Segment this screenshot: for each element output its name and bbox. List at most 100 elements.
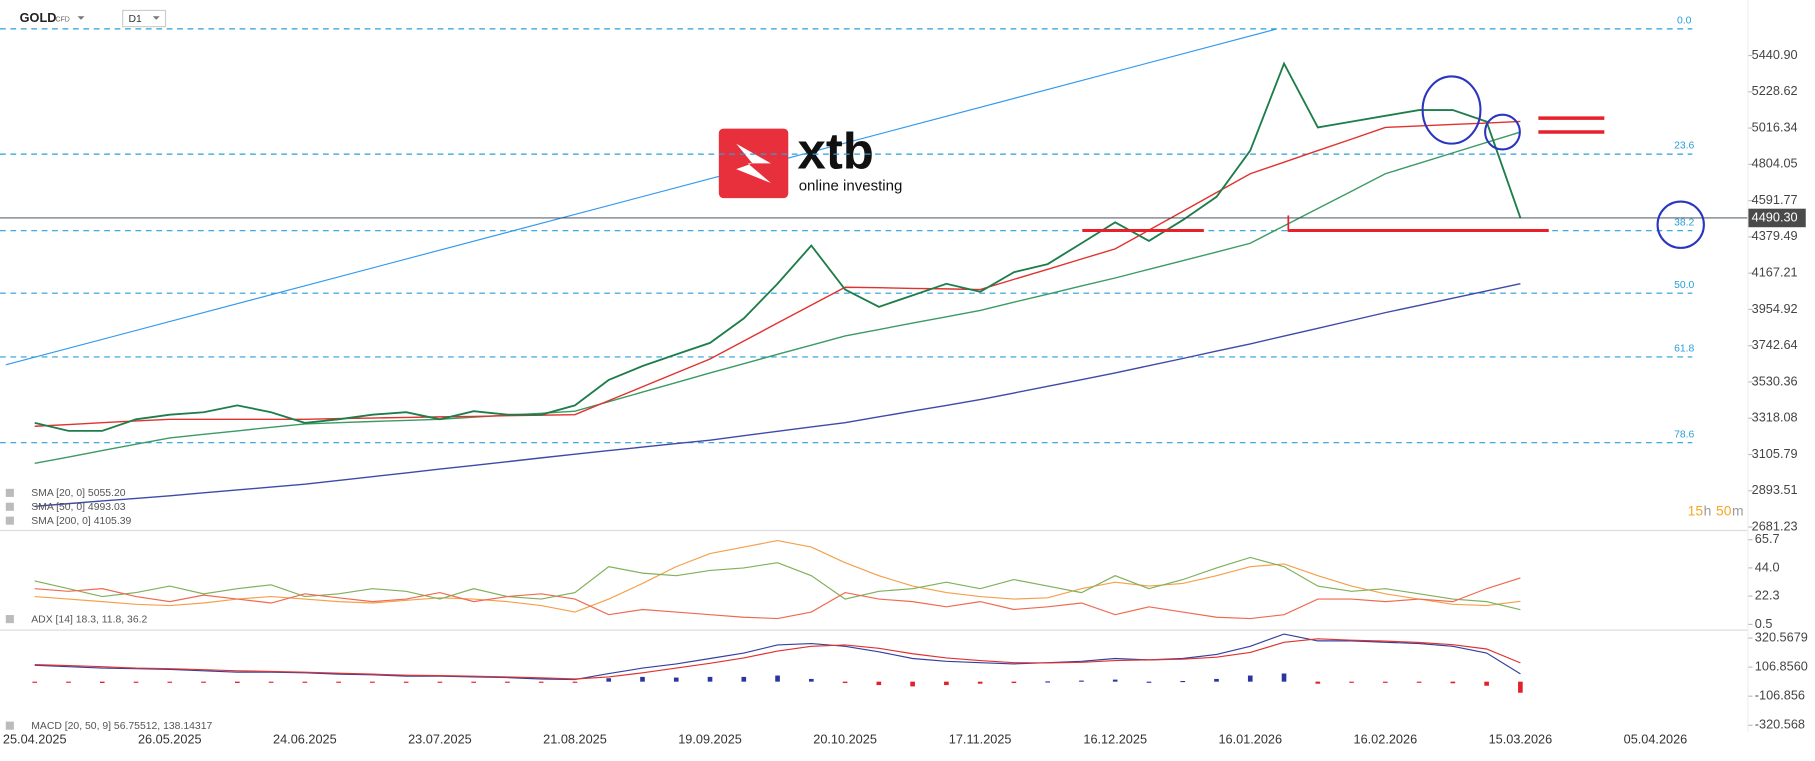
legend-icon [5, 516, 14, 525]
y-tick-label: 4804.05 [1752, 156, 1798, 171]
logo-x [736, 143, 771, 184]
price-line [34, 61, 1522, 432]
x-tick-label: 16.12.2025 [1083, 732, 1147, 747]
timeframe[interactable]: D1 [128, 14, 142, 25]
countdown-part: 50 [1716, 503, 1732, 519]
x-tick-label: 25.04.2025 [3, 732, 67, 747]
macd-histogram-bar [302, 681, 308, 683]
macd-histogram-bar [1180, 680, 1186, 683]
macd-histogram-bar [1484, 681, 1489, 686]
macd-histogram-bar [1079, 680, 1084, 682]
x-tick-label: 26.05.2025 [138, 732, 202, 747]
macd-histogram-bar [1146, 681, 1152, 683]
y-tick-label: 4167.21 [1752, 265, 1798, 280]
macd-histogram-bar [572, 681, 578, 683]
macd-histogram-bar [775, 675, 780, 682]
y-tick-label: 5440.90 [1752, 47, 1798, 62]
y-tick-label: 65.7 [1755, 531, 1780, 546]
macd-histogram-bar [99, 681, 105, 684]
x-tick-label: 16.01.2026 [1218, 732, 1282, 747]
countdown-part: m [1732, 503, 1744, 519]
x-tick-label: 05.04.2026 [1624, 732, 1688, 747]
x-tick-label: 23.07.2025 [408, 732, 472, 747]
countdown-part: h [1704, 503, 1712, 519]
macd-histogram-bar [977, 681, 983, 684]
x-tick-label: 17.11.2025 [949, 732, 1012, 747]
legend-entry: MACD [20, 50, 9] 56.75512, 138.14317 [31, 721, 212, 732]
macd-histogram-bar [1011, 681, 1017, 684]
macd-histogram-bar [235, 681, 240, 684]
macd-histogram-bar [1450, 681, 1456, 684]
y-tick-label: 5016.34 [1752, 119, 1798, 134]
y-tick-label: -106.856 [1755, 688, 1805, 703]
y-tick-label: 22.3 [1755, 587, 1780, 602]
y-tick-label: 3742.64 [1752, 337, 1798, 352]
legend-entry: ADX [14] 18.3, 11.8, 36.2 [31, 614, 147, 625]
last-price-box [1747, 208, 1806, 228]
macd-histogram-bar [809, 678, 814, 682]
y-tick-label: 0.5 [1755, 616, 1773, 631]
macd-histogram-bar [1281, 673, 1287, 682]
y-tick-label: 3530.36 [1752, 373, 1798, 388]
sma-line [34, 131, 1521, 465]
macd-histogram-bar [1214, 678, 1219, 682]
sma-line [34, 120, 1521, 427]
macd-histogram-bar [133, 681, 139, 683]
macd-histogram-bar [606, 678, 612, 682]
y-tick-label: 320.5679 [1755, 629, 1808, 644]
legend-entry: SMA [50, 0] 4993.03 [31, 502, 125, 513]
macd-histogram-bar [876, 681, 882, 686]
y-tick-label: 2893.51 [1752, 482, 1798, 497]
macd-histogram-bar [944, 681, 949, 686]
y-tick-label: -320.568 [1755, 717, 1805, 732]
macd-histogram-bar [673, 677, 679, 682]
timeframe-box[interactable] [122, 9, 167, 28]
macd-histogram-bar [1045, 681, 1050, 683]
adx-line [34, 539, 1521, 613]
legend-icon [5, 488, 14, 497]
instrument[interactable]: GOLD [20, 10, 57, 25]
highlight-circle [1484, 113, 1521, 151]
y-tick-label: 106.8560 [1755, 658, 1808, 673]
macd-histogram-bar [910, 681, 915, 687]
y-tick-label: 3954.92 [1752, 301, 1798, 316]
logo-tagline: online investing [799, 177, 903, 194]
adx-line [34, 556, 1521, 611]
y-tick-label: 4591.77 [1752, 192, 1798, 207]
y-tick-label: 44.0 [1755, 559, 1780, 574]
macd-histogram-bar [437, 681, 443, 683]
highlight-circle [1656, 200, 1705, 249]
y-tick-label: 4379.49 [1752, 228, 1798, 243]
fib-label: 78.6 [1674, 429, 1694, 440]
legend-icon [5, 615, 14, 624]
macd-histogram-bar [201, 681, 206, 683]
dropdown-arrow[interactable] [152, 16, 160, 20]
x-tick-label: 15.03.2026 [1489, 732, 1553, 747]
y-tick-label: 3318.08 [1752, 410, 1798, 425]
macd-histogram-bar [505, 681, 510, 683]
highlight-circle [1421, 75, 1482, 145]
macd-histogram-bar [167, 681, 173, 683]
macd-histogram-bar [336, 681, 341, 683]
macd-histogram-bar [403, 681, 409, 683]
fib-label: 38.2 [1674, 217, 1694, 228]
macd-histogram-bar [471, 681, 476, 683]
countdown-part: 15 [1688, 503, 1704, 519]
x-tick-label: 20.10.2025 [813, 732, 877, 747]
x-tick-label: 24.06.2025 [273, 732, 337, 747]
macd-histogram-bar [370, 681, 375, 683]
adx-line [34, 577, 1521, 620]
fib-label: 0.0 [1677, 16, 1692, 27]
macd-histogram-bar [640, 676, 645, 682]
fib-label: 50.0 [1674, 280, 1694, 291]
x-tick-label: 16.02.2026 [1354, 732, 1418, 747]
macd-histogram-bar [1383, 681, 1388, 683]
macd-histogram-bar [1315, 681, 1321, 684]
macd-histogram-bar [842, 681, 848, 684]
legend-icon [5, 721, 14, 730]
legend-entry: SMA [200, 0] 4105.39 [31, 516, 131, 527]
macd-histogram-bar [741, 676, 747, 682]
dropdown-arrow[interactable] [77, 16, 85, 20]
